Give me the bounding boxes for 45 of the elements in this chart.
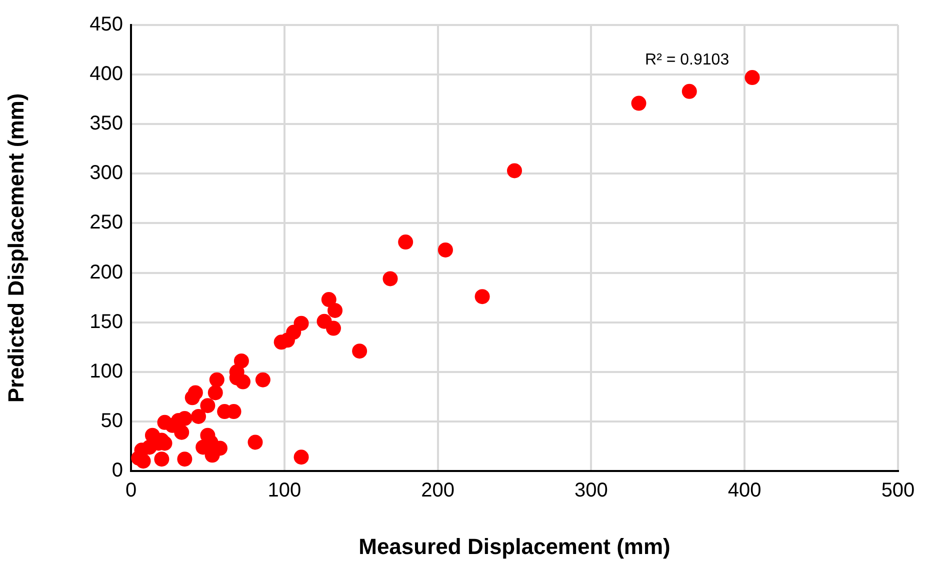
x-tick-label: 100	[268, 480, 302, 502]
x-tick-label: 0	[125, 480, 137, 502]
y-tick-label: 400	[90, 63, 123, 86]
y-tick-label: 300	[90, 162, 123, 184]
y-tick-label: 150	[90, 310, 123, 333]
x-tick-label: 200	[421, 480, 454, 502]
point	[208, 385, 223, 400]
x-tick-label: 500	[881, 480, 915, 502]
point	[255, 372, 270, 388]
point	[438, 242, 453, 258]
point	[352, 344, 368, 359]
x-tick-label: 300	[574, 480, 608, 502]
point	[154, 452, 170, 467]
point	[274, 334, 289, 350]
point	[382, 271, 398, 286]
x-axis-title: Measured Displacement (mm)	[358, 534, 670, 559]
point	[248, 434, 263, 450]
y-tick-label: 100	[90, 360, 123, 382]
point	[321, 292, 336, 308]
point	[136, 454, 151, 469]
y-tick-label: 450	[90, 14, 123, 36]
point	[204, 448, 220, 463]
point	[200, 398, 216, 414]
y-axis-title: Predicted Displacement (mm)	[3, 93, 28, 403]
point	[184, 390, 200, 406]
x-tick-label: 400	[728, 480, 762, 502]
point	[744, 70, 760, 86]
point	[294, 450, 309, 465]
point	[507, 163, 522, 178]
y-tick-label: 250	[90, 212, 123, 234]
point	[631, 96, 646, 111]
y-tick-label: 50	[100, 410, 123, 432]
point	[398, 234, 414, 250]
annotation: R² = 0.9103	[645, 51, 730, 68]
point	[682, 84, 697, 99]
point	[328, 302, 343, 318]
point	[177, 452, 192, 467]
y-tick-label: 0	[112, 460, 123, 482]
y-tick-label: 350	[90, 112, 123, 135]
point	[474, 289, 490, 304]
point	[326, 320, 341, 336]
point	[190, 408, 206, 424]
point	[209, 372, 224, 388]
point	[174, 424, 190, 440]
y-tick-label: 200	[90, 261, 123, 284]
